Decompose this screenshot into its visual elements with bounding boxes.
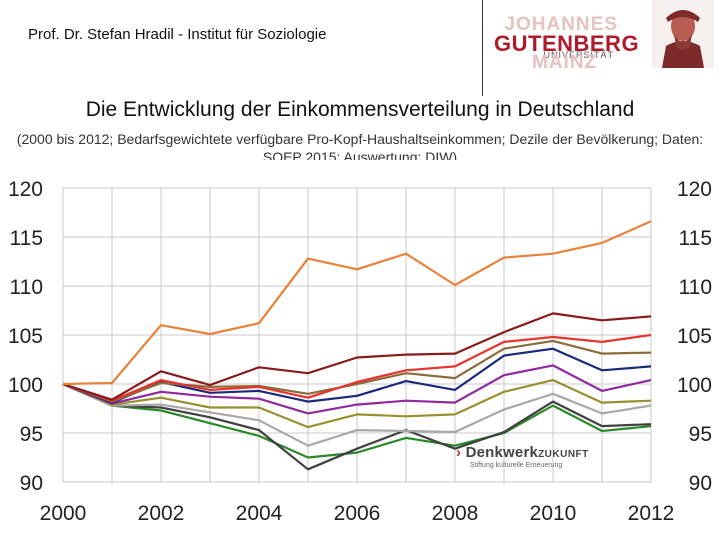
series-line-dezil-1 xyxy=(62,382,652,459)
y-tick-left-90: 90 xyxy=(20,472,43,495)
watermark-suffix: ZUKUNFT xyxy=(538,449,589,460)
income-decile-line-chart: 90 90 95 95 100 100 105 105 110 110 115 115 120 120 20… xyxy=(8,178,712,525)
watermark-sub: Stiftung kulturelle Erneuerung xyxy=(470,462,563,469)
x-tick-2006: 2006 xyxy=(334,502,381,525)
y-tick-left-95: 95 xyxy=(20,423,43,446)
series-line-dezil-7 xyxy=(62,339,652,403)
y-tick-right-100: 100 xyxy=(677,374,712,397)
x-tick-2004: 2004 xyxy=(236,502,283,525)
watermark-prefix: Denkwerk xyxy=(465,444,539,461)
series-line-dezil-3 xyxy=(62,382,652,447)
x-tick-2008: 2008 xyxy=(432,502,479,525)
y-tick-left-115: 115 xyxy=(10,227,43,250)
series-line-dezil-8 xyxy=(62,333,652,402)
header-title: Prof. Dr. Stefan Hradil - Institut für S… xyxy=(28,26,327,43)
y-tick-left-105: 105 xyxy=(8,325,43,348)
slide-subtitle: (2000 bis 2012; Bedarfsgewichtete verfüg… xyxy=(16,131,704,160)
university-logo: JOHANNES GUTENBERG UNIVERSITÄT MAINZ xyxy=(492,14,639,73)
logo-line-gutenberg: GUTENBERG xyxy=(494,31,640,56)
series-line-dezil-4 xyxy=(62,379,652,429)
x-tick-2012: 2012 xyxy=(628,502,675,525)
denkwerk-zukunft-watermark: › DenkwerkZUKUNFT Stiftung kulturelle Er… xyxy=(456,444,606,484)
slide-title: Die Entwicklung der Einkommensverteilung… xyxy=(85,98,635,121)
series-line-dezil-10 xyxy=(62,220,652,386)
x-tick-2010: 2010 xyxy=(530,502,577,525)
y-tick-right-90: 90 xyxy=(689,472,712,495)
y-tick-right-115: 115 xyxy=(679,227,712,250)
chevron-right-icon: › xyxy=(456,444,462,461)
series-line-dezil-5 xyxy=(62,364,652,415)
logo-line-universitaet: UNIVERSITÄT xyxy=(543,50,614,60)
y-tick-right-95: 95 xyxy=(689,423,712,446)
header-divider xyxy=(482,0,483,96)
watermark-main: › DenkwerkZUKUNFT xyxy=(456,444,606,461)
logo-line-johannes: JOHANNES xyxy=(504,14,618,35)
y-tick-right-105: 105 xyxy=(677,325,712,348)
y-tick-left-110: 110 xyxy=(10,276,43,299)
series-line-dezil-2 xyxy=(62,382,652,471)
series-line-dezil-9 xyxy=(62,312,652,401)
y-tick-right-110: 110 xyxy=(679,276,712,299)
x-tick-2000: 2000 xyxy=(40,502,87,525)
y-tick-left-120: 120 xyxy=(8,178,43,201)
y-tick-right-120: 120 xyxy=(677,178,712,201)
gutenberg-portrait-icon xyxy=(652,0,714,68)
x-tick-2002: 2002 xyxy=(138,502,185,525)
y-tick-left-100: 100 xyxy=(8,374,43,397)
logo-line-mainz: MAINZ xyxy=(532,52,598,73)
